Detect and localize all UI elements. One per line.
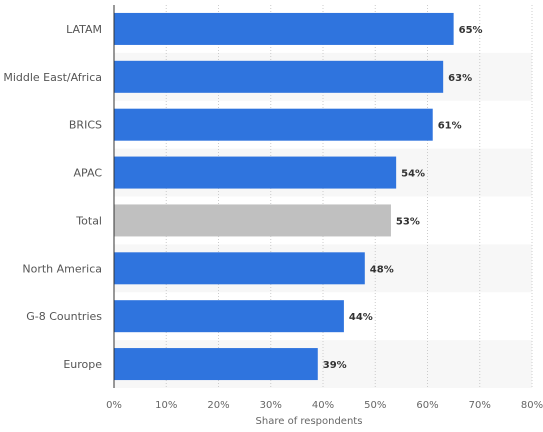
x-tick-label: 40% bbox=[312, 400, 334, 411]
bar bbox=[114, 108, 433, 141]
x-tick-label: 20% bbox=[207, 400, 229, 411]
value-label: 54% bbox=[401, 169, 425, 180]
bar bbox=[114, 252, 365, 285]
x-axis-title: Share of respondents bbox=[256, 416, 363, 427]
bar bbox=[114, 156, 397, 189]
category-label: LATAM bbox=[66, 23, 102, 36]
bar bbox=[114, 12, 454, 45]
category-label: Total bbox=[75, 214, 102, 227]
bars bbox=[114, 12, 454, 381]
category-label: APAC bbox=[74, 167, 103, 180]
bar bbox=[114, 300, 344, 333]
value-label: 39% bbox=[323, 360, 347, 371]
x-tick-labels: 0% 10% 20% 30% 40% 50% 60% 70% 80% bbox=[106, 400, 543, 411]
category-label: Middle East/Africa bbox=[3, 71, 102, 84]
x-tick-label: 10% bbox=[155, 400, 177, 411]
value-label: 53% bbox=[396, 216, 420, 227]
category-labels: LATAM Middle East/Africa BRICS APAC Total Nor… bbox=[3, 23, 102, 371]
value-label: 48% bbox=[370, 264, 394, 275]
x-tick-label: 50% bbox=[364, 400, 386, 411]
category-label: G-8 Countries bbox=[26, 310, 102, 323]
category-label: BRICS bbox=[69, 119, 102, 132]
bar bbox=[114, 204, 391, 237]
category-label: Europe bbox=[63, 358, 102, 371]
x-tick-label: 30% bbox=[260, 400, 282, 411]
category-label: North America bbox=[22, 262, 102, 275]
bar bbox=[114, 60, 444, 93]
value-label: 63% bbox=[448, 73, 472, 84]
value-label: 61% bbox=[438, 121, 462, 132]
x-tick-label: 60% bbox=[416, 400, 438, 411]
bar bbox=[114, 348, 318, 381]
x-tick-label: 70% bbox=[469, 400, 491, 411]
x-tick-label: 80% bbox=[521, 400, 543, 411]
value-label: 65% bbox=[459, 25, 483, 36]
x-tick-label: 0% bbox=[106, 400, 122, 411]
value-labels: 65% 63% 61% 54% 53% 48% 44% 39% bbox=[323, 25, 483, 371]
value-label: 44% bbox=[349, 312, 373, 323]
